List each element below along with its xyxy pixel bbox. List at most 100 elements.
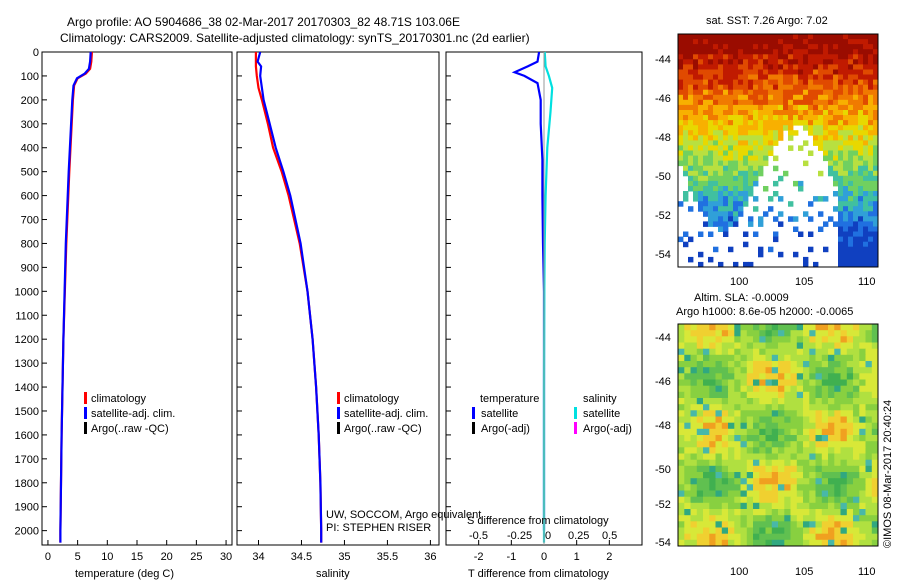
legend-label-climatology: climatology bbox=[91, 393, 147, 405]
sst-cell bbox=[848, 99, 854, 106]
sst-cell bbox=[828, 110, 834, 116]
sla-cell bbox=[715, 354, 723, 362]
sst-cell bbox=[858, 64, 864, 70]
sst-cell bbox=[678, 160, 684, 167]
sla-cell bbox=[765, 459, 773, 467]
sla-cell bbox=[834, 361, 841, 368]
sst-cell bbox=[728, 69, 734, 75]
sst-cell bbox=[708, 94, 714, 101]
sst-cell bbox=[708, 110, 714, 116]
sla-cell bbox=[796, 465, 804, 473]
sst-cell bbox=[843, 191, 849, 197]
sla-cell bbox=[846, 410, 854, 417]
sst-cell bbox=[793, 251, 799, 258]
sla-cell bbox=[828, 490, 835, 498]
sst-cell bbox=[868, 221, 874, 227]
sla-cell bbox=[690, 490, 698, 498]
sst-cell bbox=[738, 186, 744, 192]
sst-cell bbox=[843, 34, 849, 40]
sst-cell bbox=[753, 69, 759, 75]
sla-cell bbox=[803, 521, 810, 528]
sla-cell bbox=[709, 410, 716, 417]
sst-cell bbox=[848, 150, 854, 156]
sla-cell bbox=[865, 324, 873, 331]
salinity-xticks: 34 34.5 35 35.5 36 bbox=[252, 540, 437, 563]
sst-cell bbox=[738, 54, 744, 60]
sst-cell bbox=[778, 54, 784, 60]
sla-cell bbox=[684, 348, 691, 356]
sst-cell bbox=[788, 125, 794, 131]
sla-cell bbox=[771, 422, 779, 430]
sla-cell bbox=[715, 422, 723, 430]
sla-cell bbox=[771, 367, 779, 374]
sst-cell bbox=[763, 186, 769, 192]
sst-cell bbox=[863, 99, 869, 106]
sst-cell bbox=[713, 99, 719, 106]
sla-cell bbox=[709, 367, 716, 374]
sst-cell bbox=[688, 44, 694, 50]
sst-cell bbox=[763, 140, 769, 146]
difference-panel: -2 -1 0 1 2 S difference from climatology -0… bbox=[445, 51, 643, 580]
sla-cell bbox=[778, 404, 785, 411]
sst-cell bbox=[708, 221, 714, 227]
sst-cell bbox=[858, 84, 864, 91]
sst-cell bbox=[683, 125, 689, 131]
sst-cell bbox=[788, 115, 794, 121]
sla-cell bbox=[790, 391, 798, 399]
x-tick-label: 34.5 bbox=[291, 551, 312, 563]
sst-cell bbox=[823, 110, 829, 116]
sst-cell bbox=[728, 145, 734, 151]
sst-cell bbox=[818, 69, 824, 75]
sst-cell bbox=[688, 74, 694, 80]
sst-cell bbox=[733, 39, 739, 45]
sst-cell bbox=[693, 170, 699, 177]
sst-cell bbox=[763, 94, 769, 101]
sla-cell bbox=[734, 379, 741, 387]
sla-cell bbox=[696, 348, 704, 356]
sst-cell bbox=[713, 130, 719, 136]
sst-cell bbox=[868, 165, 874, 172]
sla-cell bbox=[715, 447, 723, 454]
sst-cell bbox=[843, 256, 849, 263]
sla-cell bbox=[834, 484, 841, 491]
sst-cell bbox=[718, 261, 724, 268]
sla-cell bbox=[715, 373, 723, 380]
sla-cell bbox=[796, 324, 804, 331]
sst-cell bbox=[703, 79, 709, 86]
sst-cell bbox=[868, 39, 874, 45]
sla-cell bbox=[728, 324, 735, 331]
sla-cell bbox=[871, 484, 879, 491]
sla-cell bbox=[790, 324, 798, 331]
sla-cell bbox=[759, 459, 766, 467]
sla-cell bbox=[778, 348, 785, 356]
depth-ticks-temperature: 0100200300400500600700800900100011001200… bbox=[15, 47, 47, 538]
sst-cell bbox=[703, 125, 709, 131]
sst-cell bbox=[858, 191, 864, 197]
sla-cell bbox=[859, 496, 866, 504]
sst-cell bbox=[713, 221, 719, 227]
sla-cell bbox=[784, 385, 791, 393]
sst-cell bbox=[853, 59, 859, 65]
sst-cell bbox=[763, 44, 769, 50]
sla-cell bbox=[840, 509, 848, 516]
sla-cell bbox=[703, 496, 710, 504]
sst-cell bbox=[713, 34, 719, 40]
sla-cell bbox=[696, 459, 704, 467]
sla-cell bbox=[865, 398, 873, 405]
sst-cell bbox=[723, 99, 729, 106]
sla-cell bbox=[828, 342, 835, 350]
sla-cell bbox=[728, 441, 735, 448]
sla-cell bbox=[871, 527, 879, 535]
sst-cell bbox=[863, 180, 869, 187]
sst-cell bbox=[758, 130, 764, 136]
sst-cell bbox=[828, 39, 834, 45]
sst-cell bbox=[788, 89, 794, 96]
sla-cell bbox=[803, 324, 810, 331]
sst-cell bbox=[808, 115, 814, 121]
sst-cell bbox=[703, 170, 709, 177]
sla-cell bbox=[678, 398, 685, 405]
sla-cell bbox=[778, 361, 785, 368]
x-tick-label: 36 bbox=[424, 551, 436, 563]
sst-cell bbox=[703, 196, 709, 202]
sst-cell bbox=[678, 201, 684, 207]
